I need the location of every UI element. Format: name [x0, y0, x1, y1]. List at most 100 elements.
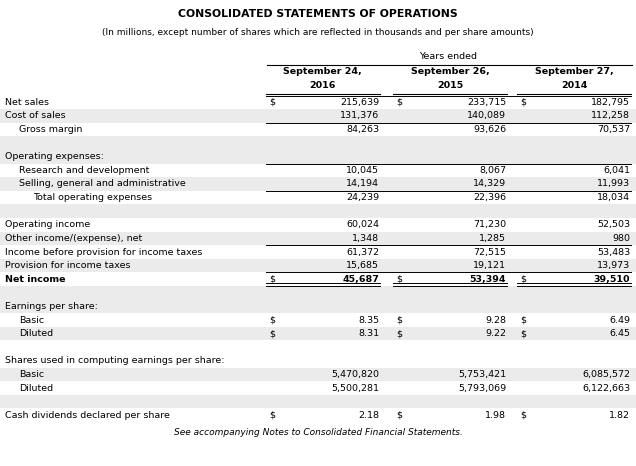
Text: 10,045: 10,045	[346, 166, 379, 175]
Text: 18,034: 18,034	[597, 193, 630, 202]
Text: 1.82: 1.82	[609, 411, 630, 420]
Bar	[0, 205, 636, 218]
Text: 72,515: 72,515	[473, 247, 506, 256]
Text: 2014: 2014	[561, 81, 587, 90]
Text: September 24,: September 24,	[284, 67, 362, 76]
Text: (In millions, except number of shares which are reflected in thousands and per s: (In millions, except number of shares wh…	[102, 28, 534, 37]
Text: Net income: Net income	[5, 275, 66, 284]
Bar	[0, 313, 636, 327]
Text: 45,687: 45,687	[342, 275, 379, 284]
Text: 5,470,820: 5,470,820	[331, 370, 379, 379]
Bar	[0, 327, 636, 341]
Text: 15,685: 15,685	[346, 261, 379, 270]
Text: $: $	[396, 315, 402, 324]
Text: 53,483: 53,483	[597, 247, 630, 256]
Text: 6,085,572: 6,085,572	[583, 370, 630, 379]
Text: 39,510: 39,510	[594, 275, 630, 284]
Text: Operating income: Operating income	[5, 220, 90, 229]
Text: 61,372: 61,372	[346, 247, 379, 256]
Text: Net sales: Net sales	[5, 98, 49, 107]
Text: 8.31: 8.31	[358, 329, 379, 338]
Text: $: $	[396, 98, 402, 107]
Bar	[0, 245, 636, 259]
Bar	[0, 150, 636, 164]
Bar	[0, 300, 636, 313]
Text: 2015: 2015	[437, 81, 463, 90]
Text: Income before provision for income taxes: Income before provision for income taxes	[5, 247, 202, 256]
Text: 5,500,281: 5,500,281	[331, 384, 379, 392]
Text: September 26,: September 26,	[411, 67, 489, 76]
Bar	[0, 96, 636, 109]
Text: 1,285: 1,285	[480, 234, 506, 243]
Text: 8,067: 8,067	[480, 166, 506, 175]
Text: Basic: Basic	[19, 315, 45, 324]
Text: 84,263: 84,263	[346, 125, 379, 134]
Bar	[0, 232, 636, 245]
Text: 9.22: 9.22	[485, 329, 506, 338]
Bar	[0, 395, 636, 409]
Text: Cost of sales: Cost of sales	[5, 111, 66, 120]
Text: Provision for income taxes: Provision for income taxes	[5, 261, 130, 270]
Bar	[0, 123, 636, 137]
Text: $: $	[520, 275, 526, 284]
Text: Diluted: Diluted	[19, 384, 53, 392]
Text: 8.35: 8.35	[358, 315, 379, 324]
Text: 71,230: 71,230	[473, 220, 506, 229]
Text: 233,715: 233,715	[467, 98, 506, 107]
Bar	[0, 286, 636, 300]
Text: 6.45: 6.45	[609, 329, 630, 338]
Text: 93,626: 93,626	[473, 125, 506, 134]
Text: 215,639: 215,639	[340, 98, 379, 107]
Text: 52,503: 52,503	[597, 220, 630, 229]
Text: 2016: 2016	[310, 81, 336, 90]
Text: 980: 980	[612, 234, 630, 243]
Text: 22,396: 22,396	[473, 193, 506, 202]
Bar	[0, 177, 636, 191]
Text: $: $	[269, 329, 275, 338]
Text: Cash dividends declared per share: Cash dividends declared per share	[5, 411, 170, 420]
Text: 11,993: 11,993	[597, 179, 630, 188]
Text: $: $	[396, 329, 402, 338]
Bar	[0, 109, 636, 123]
Text: 53,394: 53,394	[470, 275, 506, 284]
Bar	[0, 409, 636, 422]
Text: 140,089: 140,089	[467, 111, 506, 120]
Text: $: $	[520, 98, 526, 107]
Text: 1.98: 1.98	[485, 411, 506, 420]
Text: Years ended: Years ended	[419, 52, 478, 61]
Text: $: $	[396, 275, 402, 284]
Text: $: $	[520, 411, 526, 420]
Text: Other income/(expense), net: Other income/(expense), net	[5, 234, 142, 243]
Text: 9.28: 9.28	[485, 315, 506, 324]
Text: $: $	[269, 411, 275, 420]
Bar	[0, 259, 636, 273]
Text: 6,122,663: 6,122,663	[582, 384, 630, 392]
Text: 5,753,421: 5,753,421	[458, 370, 506, 379]
Text: 1,348: 1,348	[352, 234, 379, 243]
Text: Basic: Basic	[19, 370, 45, 379]
Text: $: $	[269, 275, 275, 284]
Text: $: $	[396, 411, 402, 420]
Bar	[0, 218, 636, 232]
Text: 14,194: 14,194	[346, 179, 379, 188]
Text: Diluted: Diluted	[19, 329, 53, 338]
Text: Total operating expenses: Total operating expenses	[33, 193, 152, 202]
Text: Research and development: Research and development	[19, 166, 149, 175]
Bar	[0, 341, 636, 354]
Text: 112,258: 112,258	[591, 111, 630, 120]
Text: Selling, general and administrative: Selling, general and administrative	[19, 179, 186, 188]
Text: Gross margin: Gross margin	[19, 125, 83, 134]
Bar	[0, 381, 636, 395]
Bar	[0, 273, 636, 286]
Text: 19,121: 19,121	[473, 261, 506, 270]
Text: $: $	[520, 315, 526, 324]
Text: Operating expenses:: Operating expenses:	[5, 152, 104, 161]
Bar	[0, 137, 636, 150]
Text: 182,795: 182,795	[591, 98, 630, 107]
Text: CONSOLIDATED STATEMENTS OF OPERATIONS: CONSOLIDATED STATEMENTS OF OPERATIONS	[178, 9, 458, 19]
Text: See accompanying Notes to Consolidated Financial Statements.: See accompanying Notes to Consolidated F…	[174, 428, 462, 437]
Text: 14,329: 14,329	[473, 179, 506, 188]
Bar	[0, 164, 636, 177]
Text: Shares used in computing earnings per share:: Shares used in computing earnings per sh…	[5, 356, 225, 365]
Text: 24,239: 24,239	[346, 193, 379, 202]
